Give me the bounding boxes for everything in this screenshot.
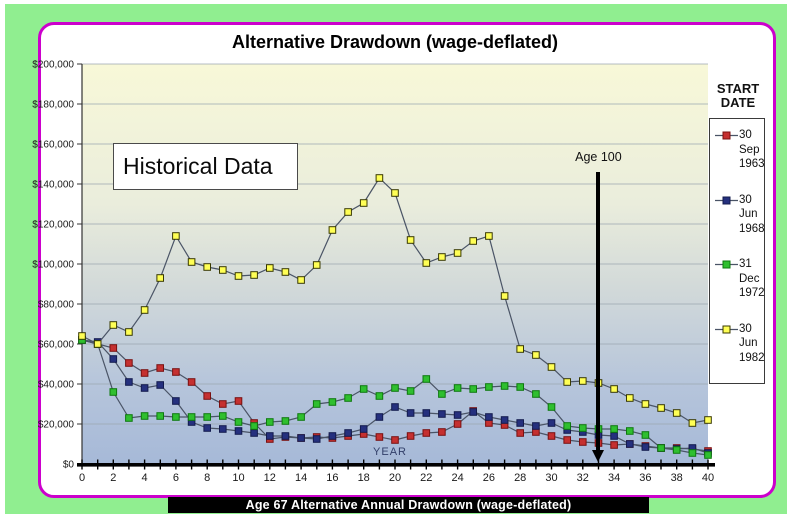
age-100-arrowhead-icon — [592, 450, 605, 462]
legend-marker-icon — [715, 325, 738, 333]
svg-text:34: 34 — [608, 472, 620, 484]
historical-data-annotation: Historical Data — [113, 143, 298, 190]
svg-text:38: 38 — [671, 472, 683, 484]
svg-text:6: 6 — [173, 472, 179, 484]
legend-entry-label: 30 Sep 1963 — [739, 129, 765, 170]
svg-text:10: 10 — [232, 472, 244, 484]
chart-title: Alternative Drawdown (wage-deflated) — [231, 32, 559, 52]
age-100-annotation-label: Age 100 — [575, 150, 622, 164]
svg-text:28: 28 — [514, 472, 526, 484]
svg-text:$0: $0 — [63, 460, 75, 471]
svg-text:$180,000: $180,000 — [32, 100, 74, 111]
legend-entry: 31 Dec 1972 — [715, 257, 765, 301]
svg-text:4: 4 — [142, 472, 148, 484]
svg-text:16: 16 — [326, 472, 338, 484]
svg-text:18: 18 — [358, 472, 370, 484]
svg-text:12: 12 — [264, 472, 276, 484]
svg-text:2: 2 — [110, 472, 116, 484]
svg-text:26: 26 — [483, 472, 495, 484]
age-100-vertical-arrow — [596, 172, 601, 453]
svg-text:20: 20 — [389, 472, 401, 484]
svg-text:$200,000: $200,000 — [32, 60, 74, 71]
svg-text:8: 8 — [204, 472, 210, 484]
svg-text:32: 32 — [577, 472, 589, 484]
svg-text:22: 22 — [420, 472, 432, 484]
legend-marker-icon — [715, 196, 738, 204]
svg-text:$80,000: $80,000 — [38, 300, 75, 311]
svg-text:$40,000: $40,000 — [38, 380, 75, 391]
x-axis-title: YEAR — [373, 446, 407, 458]
svg-text:36: 36 — [639, 472, 651, 484]
caption-bar: Age 67 Alternative Annual Drawdown (wage… — [168, 497, 649, 513]
legend-entry: 30 Sep 1963 — [715, 128, 765, 172]
legend-entry-label: 30 Jun 1968 — [739, 193, 765, 235]
svg-text:$100,000: $100,000 — [32, 260, 74, 271]
svg-text:$160,000: $160,000 — [32, 140, 74, 151]
svg-text:30: 30 — [545, 472, 557, 484]
legend-entry: 30 Jun 1982 — [715, 322, 765, 366]
legend-marker-icon — [715, 131, 738, 140]
svg-text:24: 24 — [451, 472, 463, 484]
svg-text:0: 0 — [79, 472, 85, 484]
legend-header: START DATE — [716, 81, 760, 110]
svg-text:$120,000: $120,000 — [32, 220, 74, 231]
svg-text:40: 40 — [702, 472, 714, 484]
svg-text:14: 14 — [295, 472, 307, 484]
legend-entry-label: 31 Dec 1972 — [739, 258, 765, 299]
legend-box: 30 Sep 1963 30 Jun 1968 31 Dec 1972 30 Jun 1982 — [709, 118, 765, 384]
legend-marker-icon — [715, 260, 738, 269]
legend-entry: 30 Jun 1968 — [715, 193, 765, 237]
svg-text:$20,000: $20,000 — [38, 420, 75, 431]
legend-entry-label: 30 Jun 1982 — [739, 322, 765, 364]
svg-text:$60,000: $60,000 — [38, 340, 75, 351]
svg-text:$140,000: $140,000 — [32, 180, 74, 191]
